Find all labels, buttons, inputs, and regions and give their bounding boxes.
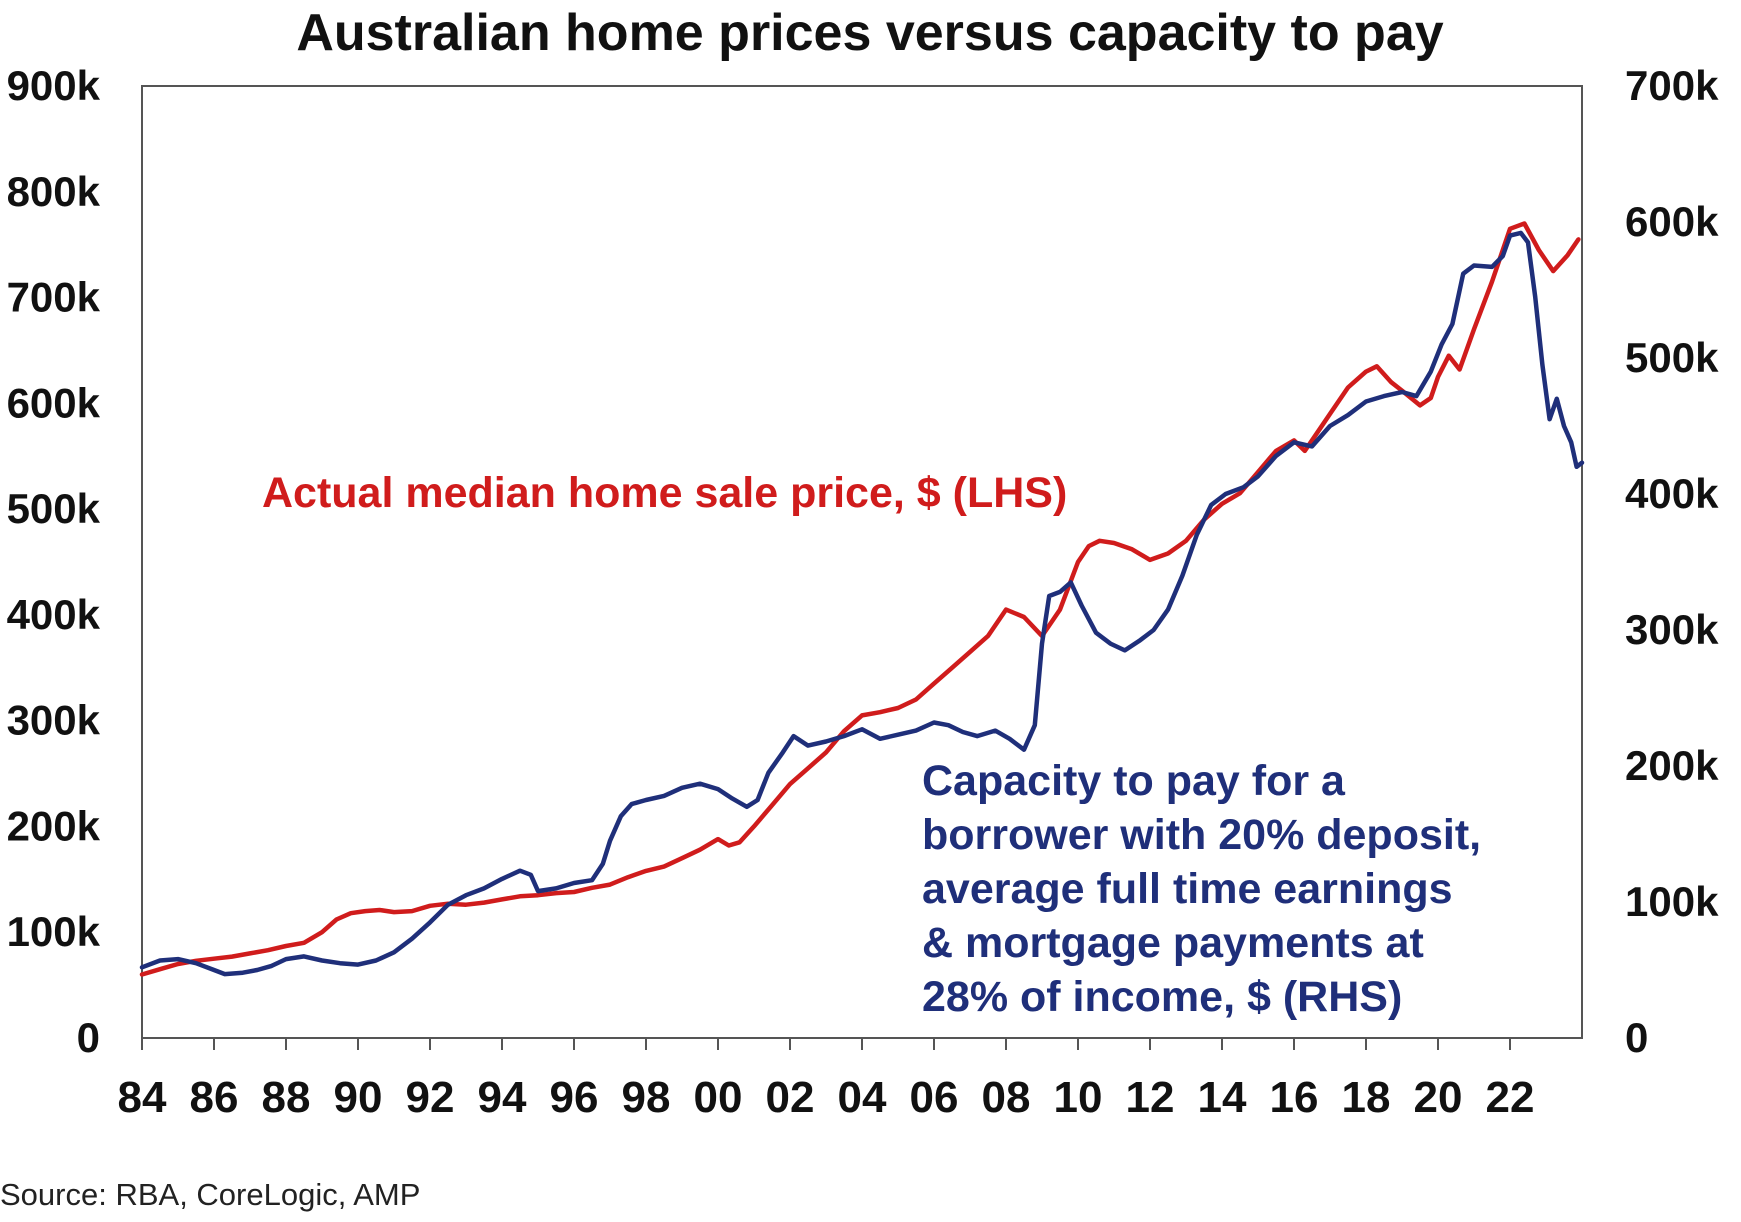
- y-left-tick-label: 300k: [7, 697, 101, 744]
- x-tick-label: 06: [910, 1073, 959, 1122]
- y-left-tick-label: 100k: [7, 908, 101, 955]
- x-tick-label: 16: [1270, 1073, 1319, 1122]
- y-left-tick-label: 600k: [7, 379, 101, 426]
- x-tick-label: 90: [334, 1073, 383, 1122]
- y-axis-left: 0 100k 200k 300k 400k 500k 600k 700k 800k 900k: [7, 62, 101, 1061]
- x-tick-label: 92: [406, 1073, 455, 1122]
- y-right-tick-label: 200k: [1625, 742, 1719, 789]
- chart-title: Australian home prices versus capacity t…: [296, 4, 1443, 62]
- x-tick-label: 84: [118, 1073, 167, 1122]
- x-tick-label: 04: [838, 1073, 887, 1122]
- x-tick-label: 88: [262, 1073, 311, 1122]
- x-tick-label: 98: [622, 1073, 671, 1122]
- x-tick-label: 02: [766, 1073, 815, 1122]
- blue-label-line: Capacity to pay for a: [922, 757, 1346, 805]
- y-right-tick-label: 700k: [1625, 62, 1719, 109]
- x-tick-label: 10: [1054, 1073, 1103, 1122]
- x-tick-label: 00: [694, 1073, 743, 1122]
- x-tick-label: 12: [1126, 1073, 1175, 1122]
- series-line-capacity: [139, 230, 1585, 977]
- y-axis-right: 0 100k 200k 300k 400k 500k 600k 700k: [1625, 62, 1719, 1061]
- y-right-tick-label: 100k: [1625, 878, 1719, 925]
- y-left-tick-label: 700k: [7, 274, 101, 321]
- y-left-tick-label: 400k: [7, 591, 101, 638]
- x-tick-label: 94: [478, 1073, 527, 1122]
- y-right-tick-label: 600k: [1625, 198, 1719, 245]
- x-tick-label: 08: [982, 1073, 1031, 1122]
- x-tick-label: 18: [1342, 1073, 1391, 1122]
- y-left-tick-label: 500k: [7, 485, 101, 532]
- y-left-tick-label: 800k: [7, 168, 101, 215]
- y-left-tick-label: 200k: [7, 802, 101, 849]
- y-left-tick-label: 900k: [7, 62, 101, 109]
- series-line-price: [139, 221, 1581, 977]
- x-tick-label: 22: [1486, 1073, 1535, 1122]
- x-tick-label: 96: [550, 1073, 599, 1122]
- blue-label-line: average full time earnings: [922, 865, 1453, 913]
- x-tick-label: 14: [1198, 1073, 1247, 1122]
- red-series-label: Actual median home sale price, $ (LHS): [262, 469, 1067, 517]
- x-axis: 84 86 88 90 92 94 96 98 00 02 04 06 08 10 12 14 16 18 20 22: [118, 1038, 1535, 1122]
- y-right-tick-label: 500k: [1625, 334, 1719, 381]
- x-tick-label: 20: [1414, 1073, 1463, 1122]
- blue-label-line: borrower with 20% deposit,: [922, 811, 1481, 859]
- blue-series-label: Capacity to pay for a borrower with 20% d…: [922, 757, 1481, 1021]
- y-right-tick-label: 400k: [1625, 470, 1719, 517]
- source-note: Source: RBA, CoreLogic, AMP: [0, 1177, 420, 1212]
- y-right-tick-label: 0: [1625, 1014, 1648, 1061]
- y-right-tick-label: 300k: [1625, 606, 1719, 653]
- series-layer: [139, 221, 1585, 977]
- blue-label-line: & mortgage payments at: [922, 919, 1424, 967]
- x-tick-label: 86: [190, 1073, 239, 1122]
- blue-label-line: 28% of income, $ (RHS): [922, 973, 1402, 1021]
- y-left-tick-label: 0: [77, 1014, 100, 1061]
